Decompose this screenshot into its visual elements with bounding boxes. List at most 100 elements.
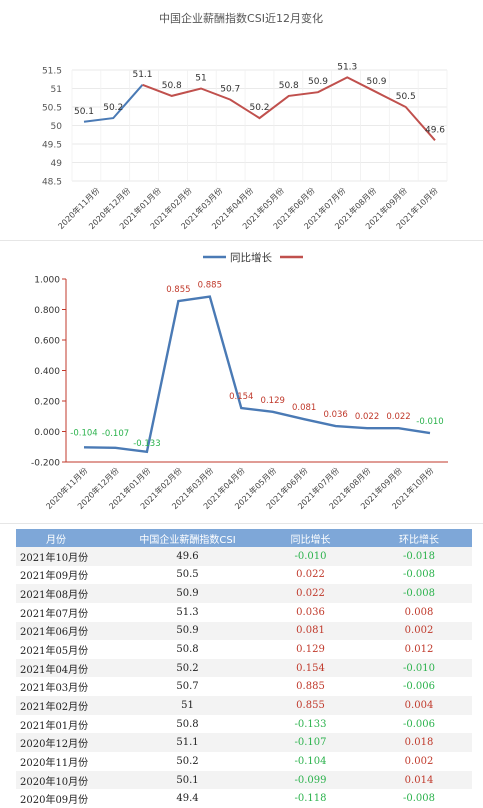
chart1-ytick: 51 — [51, 85, 62, 95]
cell-month: 2020年10月份 — [20, 776, 89, 788]
cell-month: 2021年07月份 — [20, 608, 89, 620]
cell-month: 2021年08月份 — [20, 590, 89, 602]
cell-csi: 50.8 — [176, 718, 199, 730]
table-row: 2020年11月份 50.2 -0.104 0.002 — [16, 752, 472, 771]
cell-mom: 0.004 — [404, 699, 434, 711]
chart2-ytick: 0.600 — [34, 337, 60, 347]
table-row: 2021年02月份 51 0.855 0.004 — [16, 696, 472, 715]
cell-csi: 49.6 — [176, 550, 199, 562]
chart1-data-label: 51.3 — [337, 62, 357, 72]
legend-label-yoy: 同比增长 — [230, 251, 272, 264]
chart2-data-label: 0.129 — [261, 396, 285, 406]
table-header: 月份 中国企业薪酬指数CSI 同比增长 环比增长 — [16, 529, 472, 547]
cell-month: 2021年06月份 — [20, 627, 89, 639]
cell-yoy: -0.133 — [294, 718, 327, 730]
cell-mom: 0.012 — [404, 644, 434, 656]
cell-csi: 51 — [181, 699, 194, 711]
chart1-data-label: 50.7 — [220, 85, 240, 95]
chart1-series-line-early — [83, 84, 144, 123]
cell-yoy: 0.855 — [296, 699, 325, 711]
cell-yoy: -0.099 — [294, 774, 327, 786]
cell-month: 2020年11月份 — [20, 757, 89, 769]
cell-yoy: 0.022 — [296, 569, 325, 581]
cell-month: 2020年12月份 — [20, 739, 89, 751]
cell-yoy: 0.154 — [296, 662, 325, 674]
cell-csi: 51.3 — [176, 606, 199, 618]
cell-yoy: -0.104 — [294, 755, 327, 767]
cell-yoy: 0.036 — [296, 606, 325, 618]
chart1-data-label: 51 — [195, 74, 206, 84]
cell-mom: -0.006 — [402, 681, 435, 693]
cell-month: 2021年09月份 — [20, 571, 89, 583]
header-month: 月份 — [46, 534, 66, 546]
chart2-ytick: 1.000 — [34, 276, 60, 286]
yoy-growth-chart: 同比增长 1.000 0.800 0.600 0.400 0.200 0.000 -0.200… — [31, 251, 448, 511]
cell-csi: 50.2 — [176, 755, 199, 767]
cell-csi: 51.1 — [176, 737, 199, 749]
table-row: 2020年09月份 49.4 -0.118 -0.008 — [16, 789, 472, 808]
chart2-ytick: -0.200 — [31, 459, 60, 469]
chart1-ytick: 49 — [51, 159, 63, 169]
cell-csi: 50.2 — [176, 662, 199, 674]
cell-mom: 0.014 — [404, 774, 434, 786]
cell-csi: 50.9 — [176, 625, 199, 637]
chart2-series-line — [83, 295, 431, 454]
chart2-ytick: 0.000 — [34, 428, 60, 438]
chart2-data-label: -0.010 — [416, 417, 443, 427]
chart1-data-label: 50.5 — [396, 92, 416, 102]
chart1-ytick: 51.5 — [42, 67, 62, 77]
cell-mom: -0.008 — [402, 793, 435, 805]
cell-yoy: -0.107 — [294, 737, 327, 749]
header-csi: 中国企业薪酬指数CSI — [139, 534, 236, 546]
chart1-data-label: 50.2 — [103, 103, 123, 113]
chart2-data-label: 0.855 — [166, 285, 190, 295]
chart2-ytick: 0.400 — [34, 367, 60, 377]
header-yoy: 同比增长 — [290, 534, 331, 546]
chart1-data-label: 50.2 — [249, 103, 269, 113]
chart2-data-label: -0.107 — [102, 429, 129, 439]
chart1-ytick: 50.5 — [42, 104, 62, 114]
cell-csi: 50.1 — [176, 774, 199, 786]
cell-mom: 0.008 — [404, 606, 434, 618]
chart2-data-label: 0.036 — [323, 410, 347, 420]
chart1-data-label: 50.8 — [162, 81, 182, 91]
cell-yoy: -0.010 — [294, 550, 327, 562]
cell-month: 2021年10月份 — [20, 552, 89, 564]
chart2-data-label: -0.104 — [70, 428, 97, 438]
cell-csi: 50.9 — [176, 588, 199, 600]
chart2-data-label: 0.022 — [355, 412, 379, 422]
table-row: 2021年08月份 50.9 0.022 -0.008 — [16, 584, 472, 603]
chart1-data-label: 49.6 — [425, 125, 445, 135]
table-row: 2021年04月份 50.2 0.154 -0.010 — [16, 658, 472, 678]
cell-month: 2021年05月份 — [20, 646, 89, 658]
chart1-data-label: 50.8 — [279, 81, 299, 91]
table-row: 2020年10月份 50.1 -0.099 0.014 — [16, 770, 472, 790]
chart1-series-line-late — [142, 76, 436, 141]
chart1-data-label: 50.9 — [308, 77, 328, 87]
cell-mom: -0.008 — [402, 588, 435, 600]
csi-data-table: 月份 中国企业薪酬指数CSI 同比增长 环比增长 2021年10月份 49.6 -0… — [16, 529, 472, 808]
chart2-data-label: 0.081 — [292, 403, 316, 413]
cell-month: 2021年01月份 — [20, 720, 89, 732]
cell-yoy: 0.885 — [296, 681, 325, 693]
cell-csi: 50.7 — [176, 681, 199, 693]
cell-mom: -0.006 — [402, 718, 435, 730]
chart1-data-label: 51.1 — [132, 70, 152, 80]
chart2-data-label: 0.022 — [386, 412, 410, 422]
chart1-data-label: 50.9 — [366, 77, 386, 87]
cell-month: 2021年03月份 — [20, 683, 89, 695]
cell-yoy: 0.022 — [296, 588, 325, 600]
cell-month: 2021年02月份 — [20, 701, 89, 713]
cell-mom: -0.018 — [402, 550, 435, 562]
table-row: 2021年03月份 50.7 0.885 -0.006 — [16, 677, 472, 696]
cell-yoy: 0.129 — [296, 644, 325, 656]
table-body: 2021年10月份 49.6 -0.010 -0.018 2021年09月份 50.5 0.… — [16, 547, 472, 808]
chart1-ytick: 49.5 — [42, 141, 62, 151]
cell-yoy: -0.118 — [294, 793, 327, 805]
header-mom: 环比增长 — [399, 534, 439, 546]
table-row: 2021年10月份 49.6 -0.010 -0.018 — [16, 547, 472, 566]
chart2-data-label: -0.133 — [133, 439, 160, 449]
csi-line-chart: 中国企业薪酬指数CSI近12月变化 51.5 51 50.5 50 49.5 49 48.5 5… — [42, 11, 448, 231]
chart2-data-label: 0.885 — [198, 281, 222, 291]
table-row: 2021年01月份 50.8 -0.133 -0.006 — [16, 715, 472, 734]
